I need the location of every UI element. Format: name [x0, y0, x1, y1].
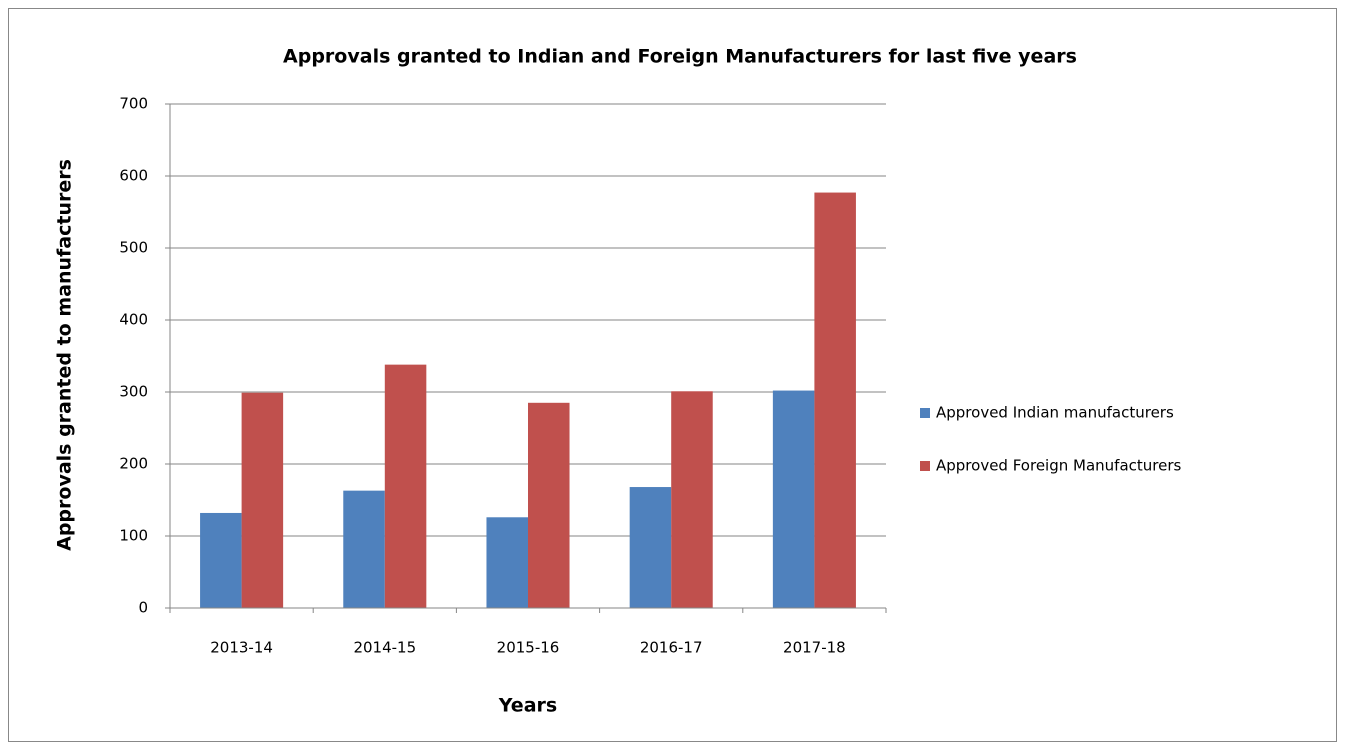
- bar: [772, 390, 815, 608]
- bar: [814, 192, 856, 608]
- legend-label: Approved Foreign Manufacturers: [936, 457, 1182, 475]
- bar: [241, 392, 284, 608]
- bar: [629, 487, 672, 608]
- bar: [528, 402, 570, 608]
- y-tick-label: 200: [119, 455, 148, 473]
- bar: [200, 512, 242, 608]
- y-tick-label: 500: [119, 239, 148, 257]
- y-tick-label: 700: [119, 95, 148, 113]
- legend-swatch: [920, 461, 930, 471]
- bar: [384, 364, 427, 608]
- x-axis-title: Years: [498, 695, 557, 717]
- x-tick-label: 2015-16: [497, 639, 560, 657]
- x-tick-label: 2016-17: [640, 639, 703, 657]
- x-tick-label: 2017-18: [783, 639, 846, 657]
- y-axis-title: Approvals granted to manufacturers: [54, 159, 76, 551]
- x-tick-label: 2014-15: [353, 639, 416, 657]
- y-tick-label: 400: [119, 311, 148, 329]
- bar: [671, 391, 713, 608]
- chart-title: Approvals granted to Indian and Foreign …: [283, 46, 1077, 68]
- y-tick-label: 600: [119, 167, 148, 185]
- bar: [343, 490, 385, 608]
- x-tick-label: 2013-14: [210, 639, 273, 657]
- legend-swatch: [920, 408, 930, 418]
- chart-border: [8, 8, 1337, 742]
- y-tick-label: 0: [138, 599, 148, 617]
- y-tick-label: 100: [119, 527, 148, 545]
- y-tick-label: 300: [119, 383, 148, 401]
- bar: [486, 517, 528, 608]
- legend-label: Approved Indian manufacturers: [936, 404, 1174, 422]
